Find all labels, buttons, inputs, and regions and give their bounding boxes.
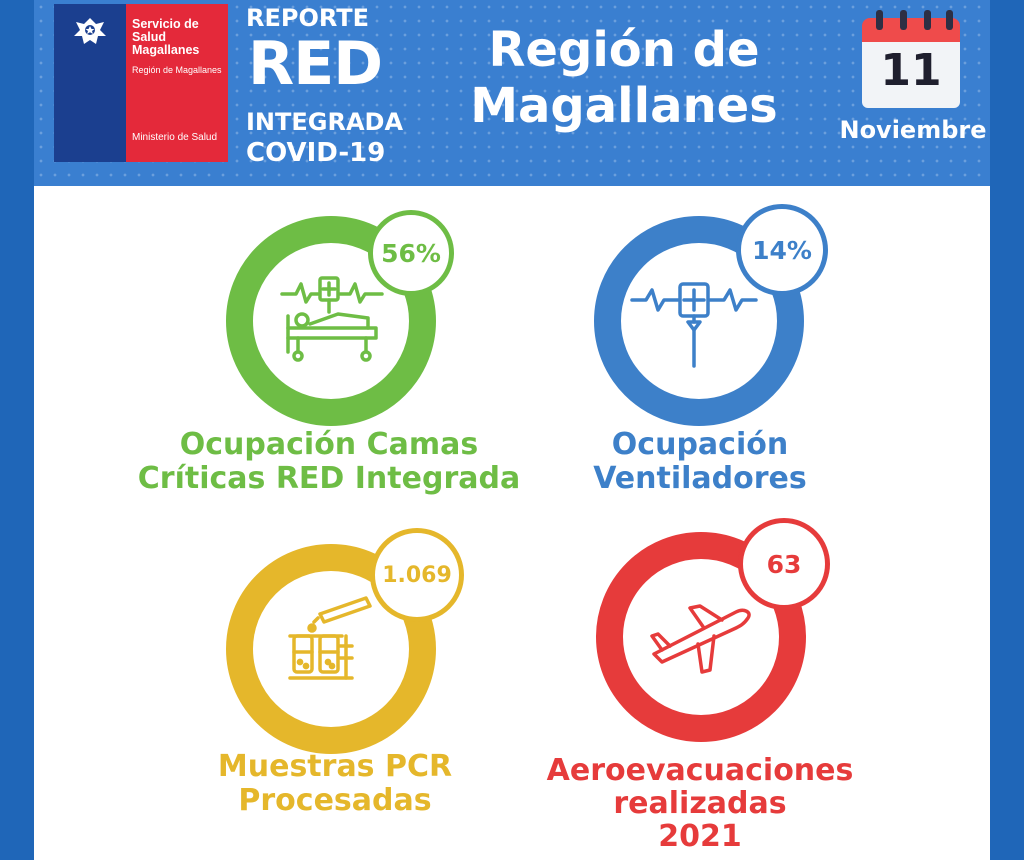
metric-label-pcr: Muestras PCR Procesadas [180, 750, 490, 818]
ventilator-icon [628, 270, 760, 370]
metric-label-ventilators-line2: Ventiladores [520, 462, 880, 496]
calendar-ring [924, 10, 931, 30]
report-title-line1: REPORTE [246, 4, 369, 32]
logo-blue-panel [54, 4, 126, 162]
report-title-line3: INTEGRADA [246, 108, 403, 136]
report-title-line4: COVID-19 [246, 138, 385, 168]
ministry-logo: Servicio de Salud Magallanes Región de M… [54, 4, 228, 162]
metric-value-badge-ventilators: 14% [736, 204, 828, 296]
metric-label-ventilators: Ocupación Ventiladores [520, 428, 880, 496]
metric-label-aeroevacuations: Aeroevacuaciones realizadas 2021 [520, 754, 880, 853]
calendar-ring [900, 10, 907, 30]
airplane-icon [644, 594, 756, 678]
metric-label-beds-line1: Ocupación Camas [134, 428, 524, 462]
hospital-bed-icon [278, 268, 386, 364]
metric-value-badge-pcr: 1.069 [370, 528, 464, 622]
calendar-day: 11 [862, 42, 960, 100]
calendar-month: Noviembre [832, 116, 990, 144]
report-title-line2: RED [248, 34, 382, 94]
metric-label-pcr-line1: Muestras PCR [180, 750, 490, 784]
header-banner: Servicio de Salud Magallanes Región de M… [34, 0, 990, 186]
metric-label-beds-line2: Críticas RED Integrada [134, 462, 524, 496]
metric-label-aeroevacuations-line3: 2021 [520, 820, 880, 853]
calendar-ring [876, 10, 883, 30]
metric-label-aeroevacuations-line1: Aeroevacuaciones [520, 754, 880, 787]
chile-crest-icon [66, 12, 114, 52]
logo-ministry-name: Ministerio de Salud [132, 132, 226, 144]
metric-label-ventilators-line1: Ocupación [520, 428, 880, 462]
calendar-icon: 11 [862, 10, 964, 110]
metric-value-badge-beds: 56% [368, 210, 454, 296]
right-border [990, 0, 1024, 860]
region-title-line2: Magallanes [434, 78, 814, 134]
region-title: Región de Magallanes [434, 22, 814, 134]
calendar-ring [946, 10, 953, 30]
region-title-line1: Región de [434, 22, 814, 78]
metric-label-beds: Ocupación Camas Críticas RED Integrada [134, 428, 524, 496]
metric-label-pcr-line2: Procesadas [180, 784, 490, 818]
left-border [0, 0, 34, 860]
test-tubes-icon [282, 592, 378, 688]
logo-region-name: Región de Magallanes [132, 64, 226, 77]
metric-value-badge-aeroevacuations: 63 [738, 518, 830, 610]
metric-label-aeroevacuations-line2: realizadas [520, 787, 880, 820]
logo-service-name: Servicio de Salud Magallanes [132, 18, 226, 57]
